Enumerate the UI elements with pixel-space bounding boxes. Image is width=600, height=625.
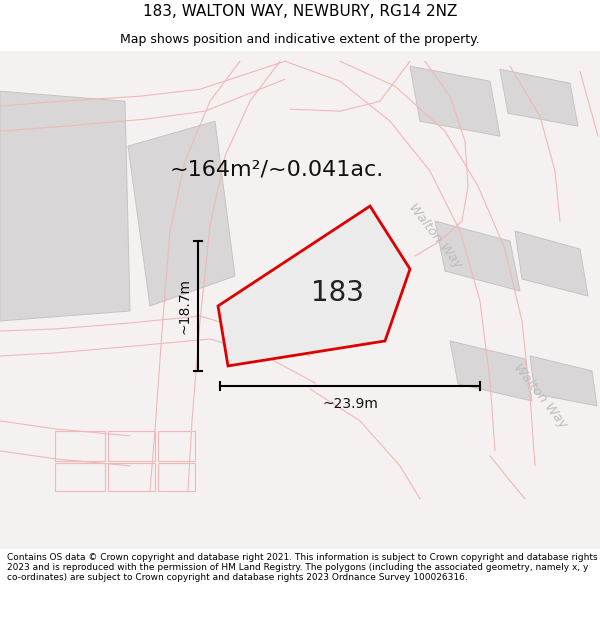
Polygon shape bbox=[0, 51, 600, 549]
Polygon shape bbox=[450, 341, 532, 401]
Text: Walton Way: Walton Way bbox=[406, 201, 464, 271]
Polygon shape bbox=[530, 356, 597, 406]
Text: 183: 183 bbox=[311, 279, 364, 307]
Text: 183, WALTON WAY, NEWBURY, RG14 2NZ: 183, WALTON WAY, NEWBURY, RG14 2NZ bbox=[143, 4, 457, 19]
Polygon shape bbox=[158, 431, 195, 461]
Polygon shape bbox=[500, 69, 578, 126]
Text: Map shows position and indicative extent of the property.: Map shows position and indicative extent… bbox=[120, 34, 480, 46]
Text: ~23.9m: ~23.9m bbox=[322, 397, 378, 411]
Polygon shape bbox=[55, 463, 105, 491]
Polygon shape bbox=[55, 431, 105, 461]
Polygon shape bbox=[515, 231, 588, 296]
Text: Walton Way: Walton Way bbox=[511, 361, 569, 431]
Polygon shape bbox=[0, 91, 130, 321]
Text: Contains OS data © Crown copyright and database right 2021. This information is : Contains OS data © Crown copyright and d… bbox=[7, 552, 598, 582]
Polygon shape bbox=[108, 431, 155, 461]
Text: ~164m²/~0.041ac.: ~164m²/~0.041ac. bbox=[170, 159, 384, 179]
Polygon shape bbox=[435, 221, 520, 291]
Text: ~18.7m: ~18.7m bbox=[177, 278, 191, 334]
Polygon shape bbox=[218, 206, 410, 366]
Polygon shape bbox=[128, 121, 235, 306]
Polygon shape bbox=[108, 463, 155, 491]
Polygon shape bbox=[158, 463, 195, 491]
Polygon shape bbox=[410, 66, 500, 136]
